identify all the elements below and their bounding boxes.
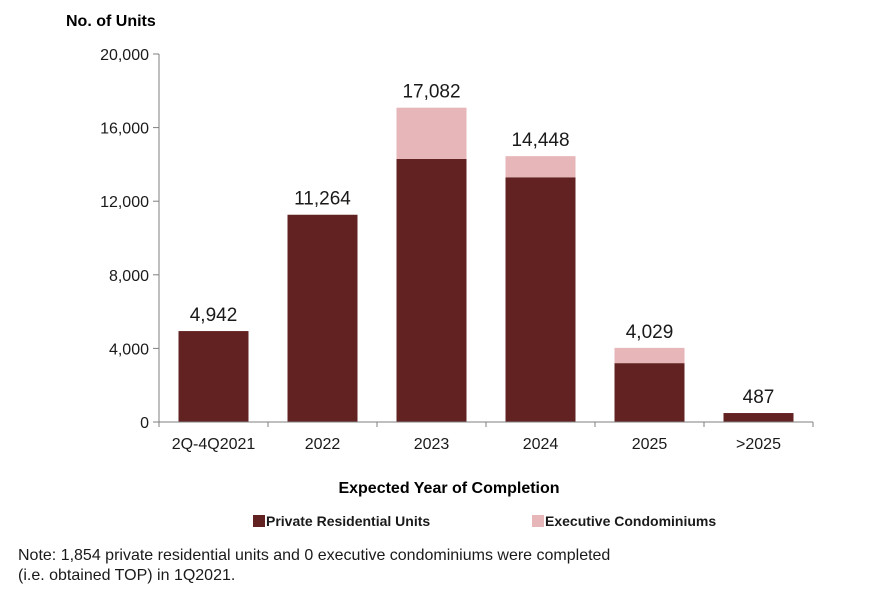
x-tick-label: >2025 [736, 436, 781, 453]
x-tick-label: 2Q-4Q2021 [172, 436, 256, 453]
y-axis-ticks: 0 4,000 8,000 12,000 16,000 20,000 [100, 47, 159, 432]
data-label: 487 [743, 387, 775, 408]
y-tick-label: 16,000 [100, 121, 149, 138]
legend-label: Private Residential Units [266, 513, 430, 529]
y-tick-label: 4,000 [109, 341, 149, 358]
y-tick-label: 8,000 [109, 268, 149, 285]
y-tick-label: 12,000 [100, 194, 149, 211]
bar-executive-condominiums [614, 347, 685, 364]
bar-executive-condominiums [505, 156, 576, 178]
y-tick-label: 20,000 [100, 47, 149, 64]
legend-label: Executive Condominiums [545, 513, 716, 529]
bar-private-residential [505, 177, 576, 422]
data-label: 11,264 [294, 189, 351, 210]
data-label: 17,082 [402, 82, 460, 103]
x-tick-label: 2023 [414, 436, 450, 453]
x-tick-label: 2024 [523, 436, 559, 453]
bar-private-residential [396, 158, 467, 422]
data-label: 4,942 [190, 305, 238, 326]
bar-executive-condominiums [396, 107, 467, 159]
x-axis-ticks: 2Q-4Q2021 2022 2023 2024 2025 >2025 [158, 422, 814, 453]
footnote: Note: 1,854 private residential units an… [18, 546, 878, 586]
data-label: 14,448 [511, 130, 569, 151]
data-label: 4,029 [626, 322, 674, 343]
bar-private-residential [723, 413, 794, 422]
bar-private-residential [178, 331, 249, 422]
footnote-line-2: (i.e. obtained TOP) in 1Q2021. [18, 567, 236, 584]
total-labels: 4,942 11,264 17,082 14,448 4,029 487 [190, 82, 775, 408]
legend: Private Residential Units Executive Condo… [253, 513, 716, 529]
bars [178, 107, 794, 422]
footnote-line-1: Note: 1,854 private residential units an… [18, 547, 611, 564]
bar-private-residential [287, 214, 358, 422]
stacked-bar-chart: No. of Units 0 4,000 8,000 12,000 16,000 20,0… [66, 13, 814, 529]
y-axis-title: No. of Units [66, 13, 156, 30]
bar-private-residential [614, 363, 685, 422]
y-tick-label: 0 [140, 415, 149, 432]
x-tick-label: 2022 [305, 436, 341, 453]
x-tick-label: 2025 [632, 436, 668, 453]
legend-swatch [253, 515, 265, 527]
x-axis-title: Expected Year of Completion [338, 480, 559, 497]
legend-swatch [532, 515, 544, 527]
